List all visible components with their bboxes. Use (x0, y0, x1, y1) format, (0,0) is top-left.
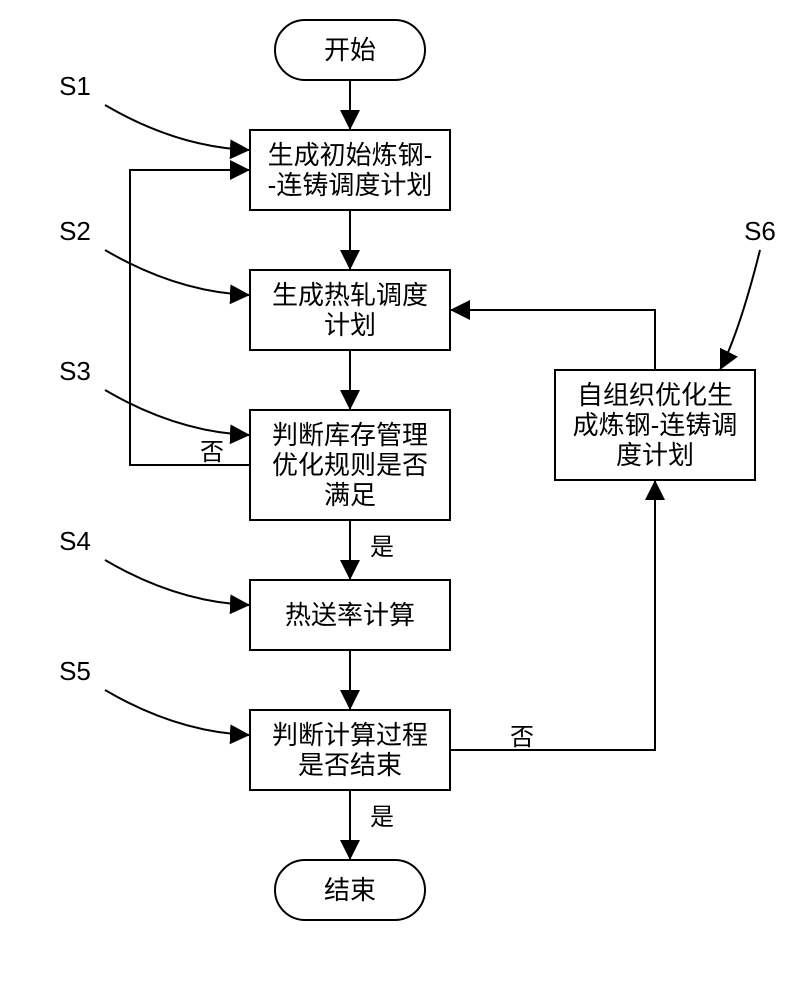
terminal-label-end: 结束 (324, 875, 376, 905)
edge (130, 170, 250, 465)
process-label-s5-1: 是否结束 (298, 750, 402, 780)
step-label-s1: S1 (59, 71, 91, 101)
step-label-s2: S2 (59, 216, 91, 246)
process-label-s3-2: 满足 (324, 480, 376, 510)
edge-label: 否 (200, 439, 224, 466)
step-arrow-s2 (105, 250, 250, 295)
process-label-s1-0: 生成初始炼钢- (268, 140, 433, 170)
step-label-s4: S4 (59, 526, 91, 556)
edge-label: 否 (510, 724, 534, 751)
edge-label: 是 (370, 804, 394, 831)
step-label-s6: S6 (744, 216, 776, 246)
edge (450, 310, 655, 370)
process-label-s3-1: 优化规则是否 (272, 450, 428, 480)
process-label-s6-2: 度计划 (616, 440, 694, 470)
step-label-s3: S3 (59, 356, 91, 386)
terminal-label-start: 开始 (324, 35, 376, 65)
process-label-s2-1: 计划 (324, 310, 376, 340)
process-label-s6-1: 成炼钢-连铸调 (573, 410, 738, 440)
process-label-s6-0: 自组织优化生 (577, 380, 733, 410)
process-label-s1-1: -连铸调度计划 (268, 170, 433, 200)
flowchart: 是是否否 开始生成初始炼钢--连铸调度计划生成热轧调度计划判断库存管理优化规则是… (0, 0, 808, 1000)
edge-label: 是 (370, 534, 394, 561)
process-label-s4-0: 热送率计算 (285, 600, 415, 630)
step-arrow-s5 (105, 690, 250, 735)
process-label-s3-0: 判断库存管理 (272, 420, 428, 450)
step-label-s5: S5 (59, 656, 91, 686)
process-label-s2-0: 生成热轧调度 (272, 280, 428, 310)
step-arrow-s6 (720, 250, 760, 370)
step-arrow-s1 (105, 105, 250, 150)
step-arrow-s3 (105, 390, 250, 435)
process-label-s5-0: 判断计算过程 (272, 720, 428, 750)
step-arrow-s4 (105, 560, 250, 605)
edge (450, 480, 655, 750)
